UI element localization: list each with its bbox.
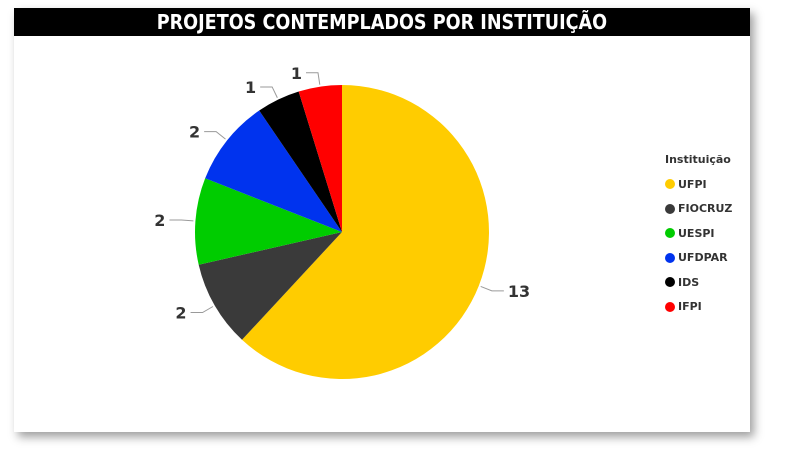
legend-label: IFPI (678, 300, 702, 314)
leader-line-ids (260, 86, 278, 98)
legend-label: FIOCRUZ (678, 202, 733, 216)
legend-marker-icon (665, 252, 675, 263)
legend-title: Instituição (665, 153, 731, 166)
legend-marker-icon (665, 179, 675, 190)
data-label-uespi: 2 (154, 211, 165, 230)
chart-card: PROJETOS CONTEMPLADOS POR INSTITUIÇÃO 13… (14, 8, 750, 432)
data-label-ufpi: 13 (508, 282, 530, 301)
legend-item-ids[interactable]: IDS (665, 270, 732, 295)
title-bar: PROJETOS CONTEMPLADOS POR INSTITUIÇÃO (14, 8, 750, 36)
legend-item-fiocruz[interactable]: FIOCRUZ (665, 197, 732, 222)
pie-slice-uespi[interactable] (194, 178, 342, 265)
legend-item-ifpi[interactable]: IFPI (665, 295, 732, 320)
legend-item-ufdpar[interactable]: UFDPAR (665, 246, 732, 271)
leader-line-ifpi (306, 72, 321, 85)
data-label-ufdpar: 2 (189, 123, 200, 142)
legend-label: UFDPAR (678, 251, 728, 265)
leader-line-ufdpar (204, 131, 226, 140)
pie-slice-ifpi[interactable] (298, 85, 342, 232)
legend-marker-icon (665, 277, 675, 288)
legend-marker-icon (665, 301, 675, 312)
legend-item-ufpi[interactable]: UFPI (665, 172, 732, 197)
legend-label: UFPI (678, 177, 707, 191)
legend-marker-icon (665, 228, 675, 239)
data-label-ifpi: 1 (291, 64, 302, 83)
pie-slice-ufpi[interactable] (242, 85, 489, 379)
legend-label: IDS (678, 275, 700, 289)
legend-label: UESPI (678, 226, 715, 240)
legend-item-uespi[interactable]: UESPI (665, 221, 732, 246)
legend-marker-icon (665, 203, 675, 214)
leader-line-uespi (169, 219, 194, 222)
pie-slice-ufdpar[interactable] (205, 110, 342, 232)
data-label-fiocruz: 2 (175, 304, 186, 323)
legend: Instituição UFPI FIOCRUZ UESPI UFDPAR IDS IFP… (665, 153, 732, 319)
leader-line-fiocruz (190, 306, 214, 313)
pie-slice-ids[interactable] (259, 91, 342, 233)
data-label-ids: 1 (245, 78, 256, 97)
leader-line-ufpi (480, 285, 504, 292)
chart-title: PROJETOS CONTEMPLADOS POR INSTITUIÇÃO (156, 10, 608, 34)
pie-chart: 13 2 2 2 1 1 (154, 64, 530, 379)
pie-slice-fiocruz[interactable] (198, 232, 342, 340)
legend-items: UFPI FIOCRUZ UESPI UFDPAR IDS IFPI (665, 172, 732, 319)
